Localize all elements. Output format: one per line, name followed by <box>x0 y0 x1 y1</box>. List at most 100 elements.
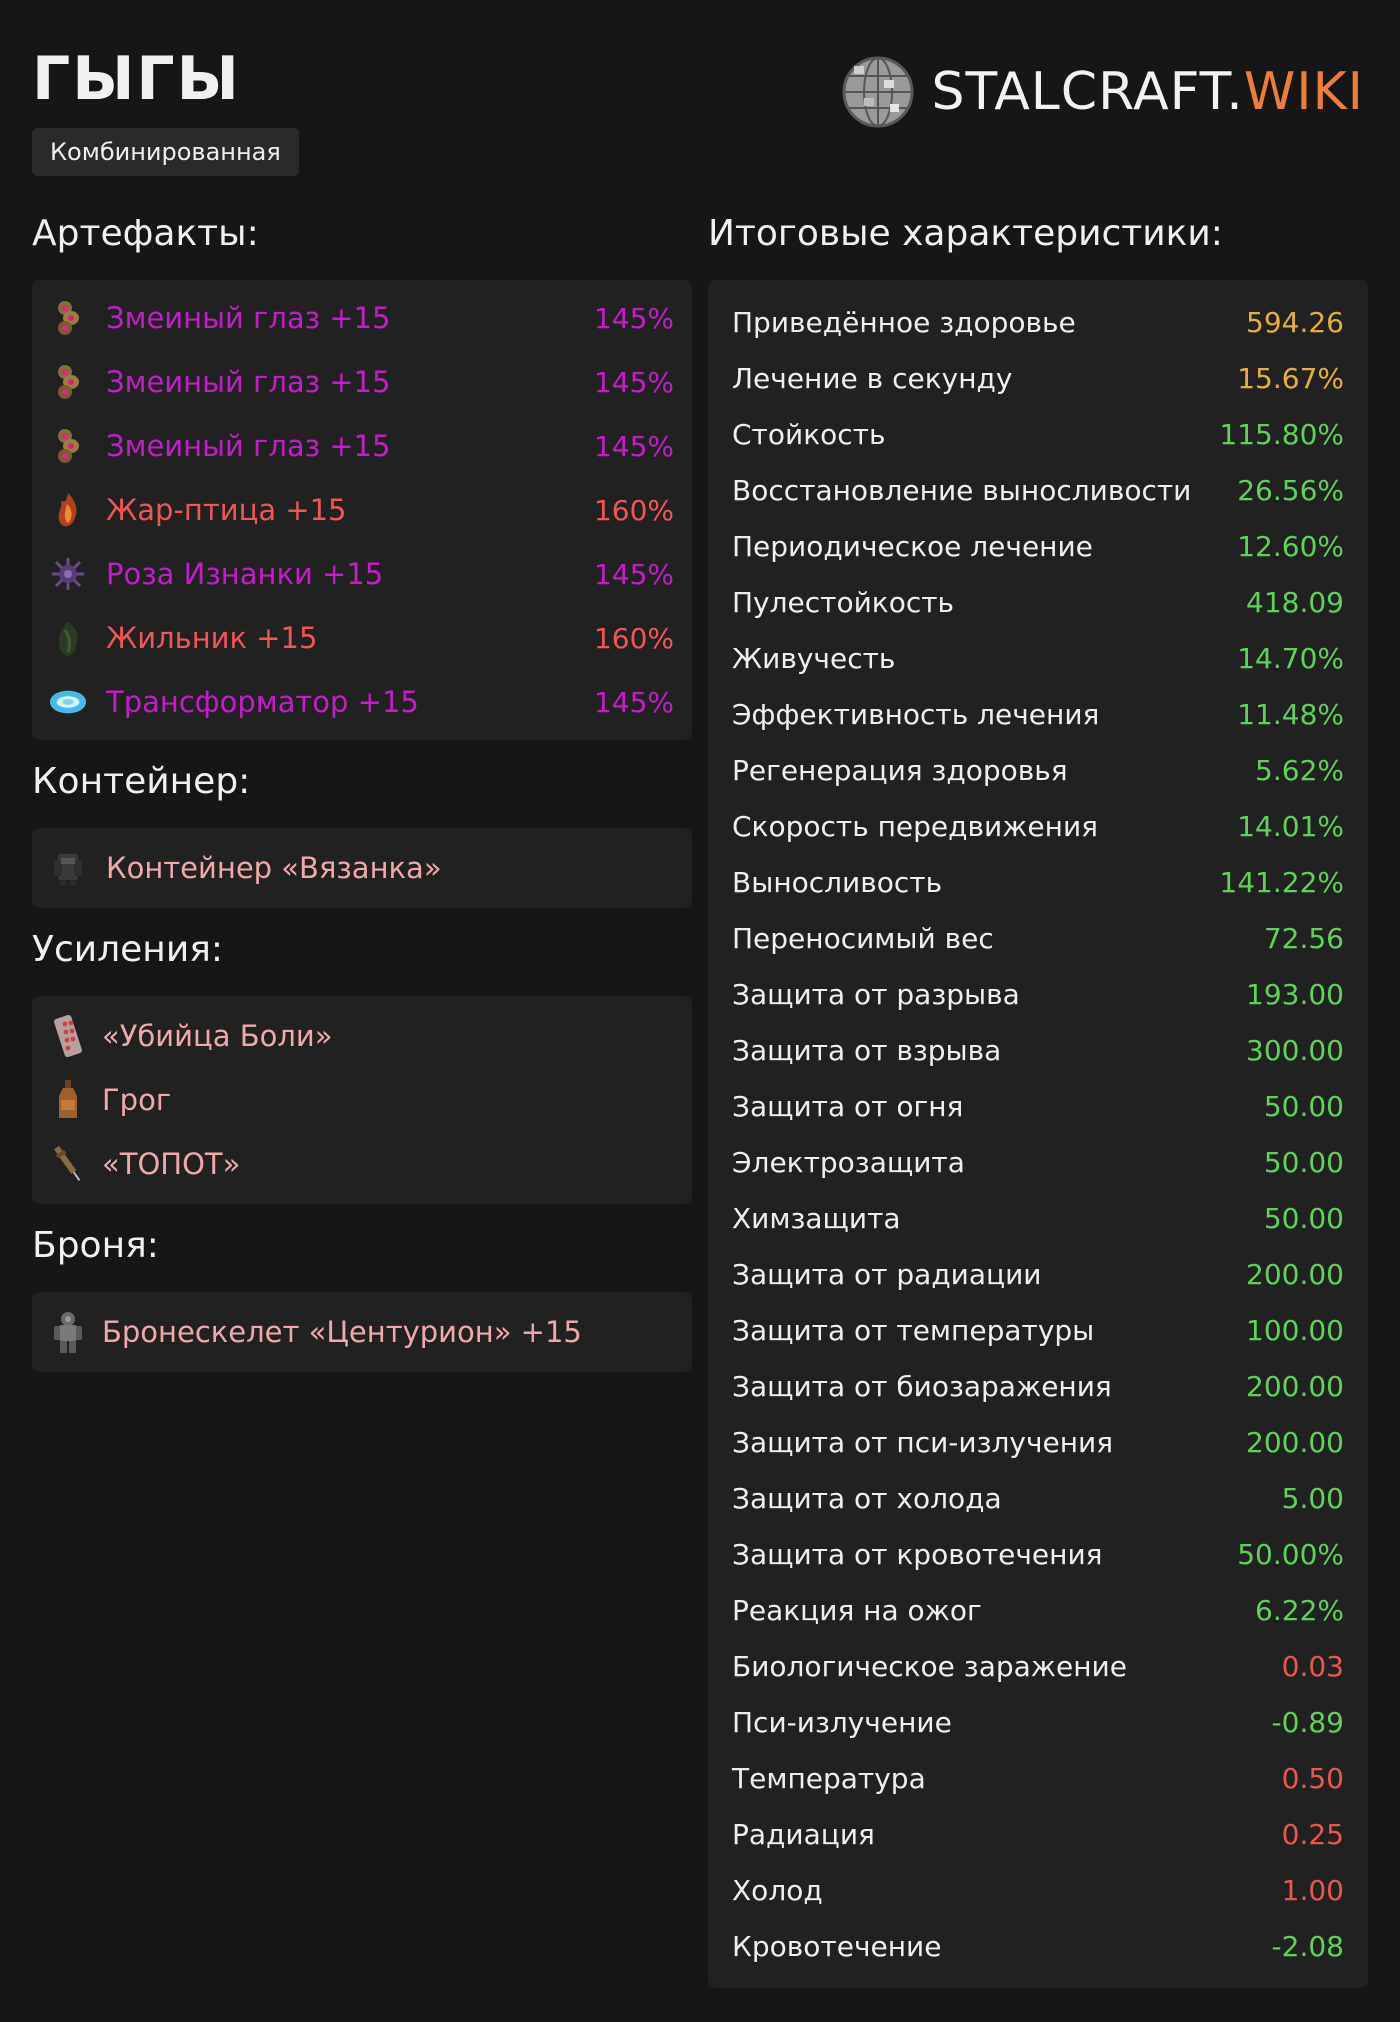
artifact-row[interactable]: Жильник +15 160% <box>48 606 674 670</box>
snake-eye-icon <box>48 362 88 402</box>
boost-name: «Убийца Боли» <box>102 1019 333 1053</box>
boost-row[interactable]: «ТОПОТ» <box>48 1132 674 1196</box>
bottle-icon <box>48 1080 88 1120</box>
stat-value: 0.50 <box>1281 1761 1344 1795</box>
stat-value: 11.48% <box>1237 697 1344 731</box>
boost-row[interactable]: «Убийца Боли» <box>48 1004 674 1068</box>
stat-value: 418.09 <box>1246 585 1344 619</box>
container-heading: Контейнер: <box>32 761 251 802</box>
stat-row: Стойкость 115.80% <box>732 406 1344 462</box>
container-row[interactable]: Контейнер «Вязанка» <box>48 834 674 902</box>
stats-heading: Итоговые характеристики: <box>708 213 1223 254</box>
stat-row: Скорость передвижения 14.01% <box>732 798 1344 854</box>
armor-name: Бронескелет «Центурион» +15 <box>102 1315 582 1349</box>
artifact-row[interactable]: Жар-птица +15 160% <box>48 478 674 542</box>
boost-row[interactable]: Грог <box>48 1068 674 1132</box>
stat-row: Пулестойкость 418.09 <box>732 574 1344 630</box>
artifact-row[interactable]: Роза Изнанки +15 145% <box>48 542 674 606</box>
stat-row: Живучесть 14.70% <box>732 630 1344 686</box>
syringe-icon <box>48 1144 88 1184</box>
stat-label: Скорость передвижения <box>732 809 1098 843</box>
stat-label: Переносимый вес <box>732 921 994 955</box>
stat-value: 0.03 <box>1281 1649 1344 1683</box>
stat-row: Защита от разрыва 193.00 <box>732 966 1344 1022</box>
stat-row: Защита от огня 50.00 <box>732 1078 1344 1134</box>
stat-row: Пси-излучение -0.89 <box>732 1694 1344 1750</box>
stat-label: Приведённое здоровье <box>732 305 1076 339</box>
stat-value: 14.01% <box>1237 809 1344 843</box>
stat-value: 12.60% <box>1237 529 1344 563</box>
globe-icon <box>842 56 913 128</box>
stat-label: Периодическое лечение <box>732 529 1093 563</box>
stat-value: 14.70% <box>1237 641 1344 675</box>
artifact-name: Змеиный глаз +15 <box>106 365 391 399</box>
artifact-name: Жар-птица +15 <box>106 493 347 527</box>
stat-value: 72.56 <box>1263 921 1344 955</box>
stat-row: Защита от температуры 100.00 <box>732 1302 1344 1358</box>
container-name: Контейнер «Вязанка» <box>106 851 442 885</box>
stat-value: 50.00 <box>1263 1089 1344 1123</box>
artifact-percent: 160% <box>593 621 674 655</box>
transformer-icon <box>48 682 88 722</box>
artifact-percent: 145% <box>593 685 674 719</box>
stat-label: Электрозащита <box>732 1145 965 1179</box>
stat-value: 0.25 <box>1281 1817 1344 1851</box>
stat-label: Холод <box>732 1873 823 1907</box>
container-icon <box>48 848 88 888</box>
artifacts-heading: Артефакты: <box>32 213 259 254</box>
stat-label: Защита от температуры <box>732 1313 1095 1347</box>
stat-label: Живучесть <box>732 641 896 675</box>
stat-value: 50.00 <box>1263 1201 1344 1235</box>
artifact-row[interactable]: Змеиный глаз +15 145% <box>48 286 674 350</box>
stat-row: Переносимый вес 72.56 <box>732 910 1344 966</box>
build-components-column: Артефакты: Змеиный глаз +15 145% Змеиный… <box>32 210 692 1372</box>
rose-icon <box>48 554 88 594</box>
stat-value: 141.22% <box>1219 865 1344 899</box>
artifact-row[interactable]: Змеиный глаз +15 145% <box>48 414 674 478</box>
stat-row: Биологическое заражение 0.03 <box>732 1638 1344 1694</box>
artifact-row[interactable]: Трансформатор +15 145% <box>48 670 674 734</box>
boosts-heading: Усиления: <box>32 929 224 970</box>
stat-label: Биологическое заражение <box>732 1649 1127 1683</box>
stat-row: Периодическое лечение 12.60% <box>732 518 1344 574</box>
build-type-badge: Комбинированная <box>32 128 299 176</box>
stat-label: Защита от радиации <box>732 1257 1042 1291</box>
stat-row: Восстановление выносливости 26.56% <box>732 462 1344 518</box>
stat-row: Защита от радиации 200.00 <box>732 1246 1344 1302</box>
stat-label: Стойкость <box>732 417 886 451</box>
artifact-row[interactable]: Змеиный глаз +15 145% <box>48 350 674 414</box>
stat-value: 1.00 <box>1281 1873 1344 1907</box>
stat-label: Температура <box>732 1761 926 1795</box>
stat-value: 26.56% <box>1237 473 1344 507</box>
container-panel: Контейнер «Вязанка» <box>32 828 692 908</box>
stat-value: 15.67% <box>1237 361 1344 395</box>
build-title: ГЫГЫ <box>32 44 241 114</box>
pills-icon <box>48 1014 88 1058</box>
stat-value: 193.00 <box>1246 977 1344 1011</box>
boost-name: Грог <box>102 1083 172 1117</box>
stat-label: Защита от кровотечения <box>732 1537 1103 1571</box>
artifact-percent: 145% <box>593 301 674 335</box>
stat-value: -2.08 <box>1271 1929 1344 1963</box>
stat-row: Защита от пси-излучения 200.00 <box>732 1414 1344 1470</box>
stat-row: Защита от кровотечения 50.00% <box>732 1526 1344 1582</box>
stat-value: 50.00% <box>1237 1537 1344 1571</box>
stat-value: 5.62% <box>1255 753 1344 787</box>
stat-row: Химзащита 50.00 <box>732 1190 1344 1246</box>
stat-row: Кровотечение -2.08 <box>732 1918 1344 1974</box>
firebird-icon <box>48 490 88 530</box>
armor-row[interactable]: Бронескелет «Центурион» +15 <box>48 1298 674 1366</box>
stat-value: 100.00 <box>1246 1313 1344 1347</box>
stat-row: Защита от взрыва 300.00 <box>732 1022 1344 1078</box>
stat-row: Эффективность лечения 11.48% <box>732 686 1344 742</box>
artifacts-list: Змеиный глаз +15 145% Змеиный глаз +15 1… <box>32 280 692 740</box>
stat-value: 200.00 <box>1246 1369 1344 1403</box>
stalcraft-wiki-logo[interactable]: STALCRAFT.WIKI <box>840 54 1365 130</box>
stat-label: Химзащита <box>732 1201 901 1235</box>
logo-accent-text: WIKI <box>1243 62 1364 122</box>
artifact-percent: 145% <box>593 557 674 591</box>
stat-label: Пси-излучение <box>732 1705 952 1739</box>
boost-name: «ТОПОТ» <box>102 1147 241 1181</box>
artifact-percent: 145% <box>593 429 674 463</box>
stat-label: Выносливость <box>732 865 943 899</box>
